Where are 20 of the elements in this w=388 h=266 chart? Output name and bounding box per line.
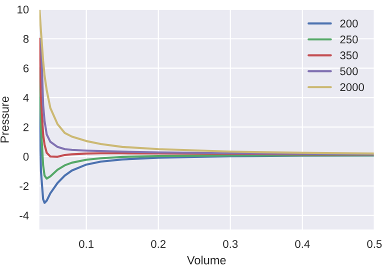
legend-label: 200 xyxy=(340,20,358,28)
legend-label: 250 xyxy=(340,36,358,44)
legend-label: 350 xyxy=(340,51,358,60)
x-tick-label: 0.2 xyxy=(151,240,166,248)
y-tick-label: 4 xyxy=(23,94,29,102)
x-tick-label: 0.4 xyxy=(295,240,310,248)
y-tick-label: 10 xyxy=(18,6,29,14)
y-tick-label: -2 xyxy=(20,182,29,190)
y-axis-title: Pressure xyxy=(0,96,9,142)
x-axis-title: Volume xyxy=(186,256,226,264)
y-tick-label: 8 xyxy=(23,35,29,43)
y-tick-label: 0 xyxy=(23,152,29,161)
y-tick-label: -4 xyxy=(20,212,29,220)
y-tick-label: 6 xyxy=(23,64,29,72)
x-tick-label: 0.3 xyxy=(223,240,238,248)
legend-label: 500 xyxy=(340,67,358,76)
legend-label: 2000 xyxy=(340,83,364,92)
x-tick-label: 0.5 xyxy=(367,240,382,248)
y-tick-label: 2 xyxy=(23,123,29,132)
x-tick-label: 0.1 xyxy=(79,240,94,248)
